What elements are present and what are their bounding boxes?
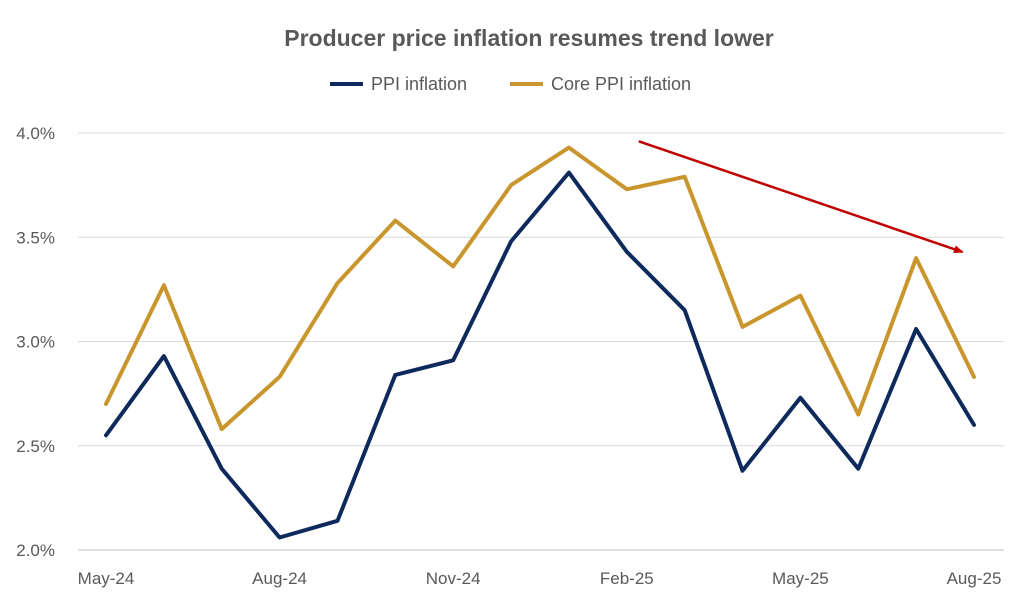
legend-label-core-ppi: Core PPI inflation	[551, 74, 691, 94]
x-tick-label: May-24	[78, 569, 135, 588]
y-tick-label: 3.5%	[16, 228, 55, 247]
y-axis: 2.0% 2.5% 3.0% 3.5% 4.0%	[16, 124, 55, 560]
y-tick-label: 4.0%	[16, 124, 55, 143]
legend: PPI inflation Core PPI inflation	[330, 74, 691, 94]
x-tick-label: Feb-25	[600, 569, 654, 588]
annotation	[638, 140, 964, 254]
gridlines	[78, 132, 1004, 551]
x-tick-label: Aug-24	[252, 569, 307, 588]
chart-title: Producer price inflation resumes trend l…	[284, 25, 774, 51]
series-line-core-ppi-inflation	[104, 145, 976, 432]
legend-label-ppi: PPI inflation	[371, 74, 467, 94]
y-tick-label: 3.0%	[16, 333, 55, 352]
trend-arrow	[638, 140, 964, 254]
y-tick-label: 2.0%	[16, 541, 55, 560]
x-tick-label: Aug-25	[947, 569, 1002, 588]
x-tick-label: Nov-24	[426, 569, 481, 588]
x-axis: May-24 Aug-24 Nov-24 Feb-25 May-25 Aug-25	[78, 569, 1002, 588]
series-line-ppi-inflation	[104, 170, 976, 540]
y-tick-label: 2.5%	[16, 437, 55, 456]
series	[104, 145, 976, 540]
x-tick-label: May-25	[772, 569, 829, 588]
